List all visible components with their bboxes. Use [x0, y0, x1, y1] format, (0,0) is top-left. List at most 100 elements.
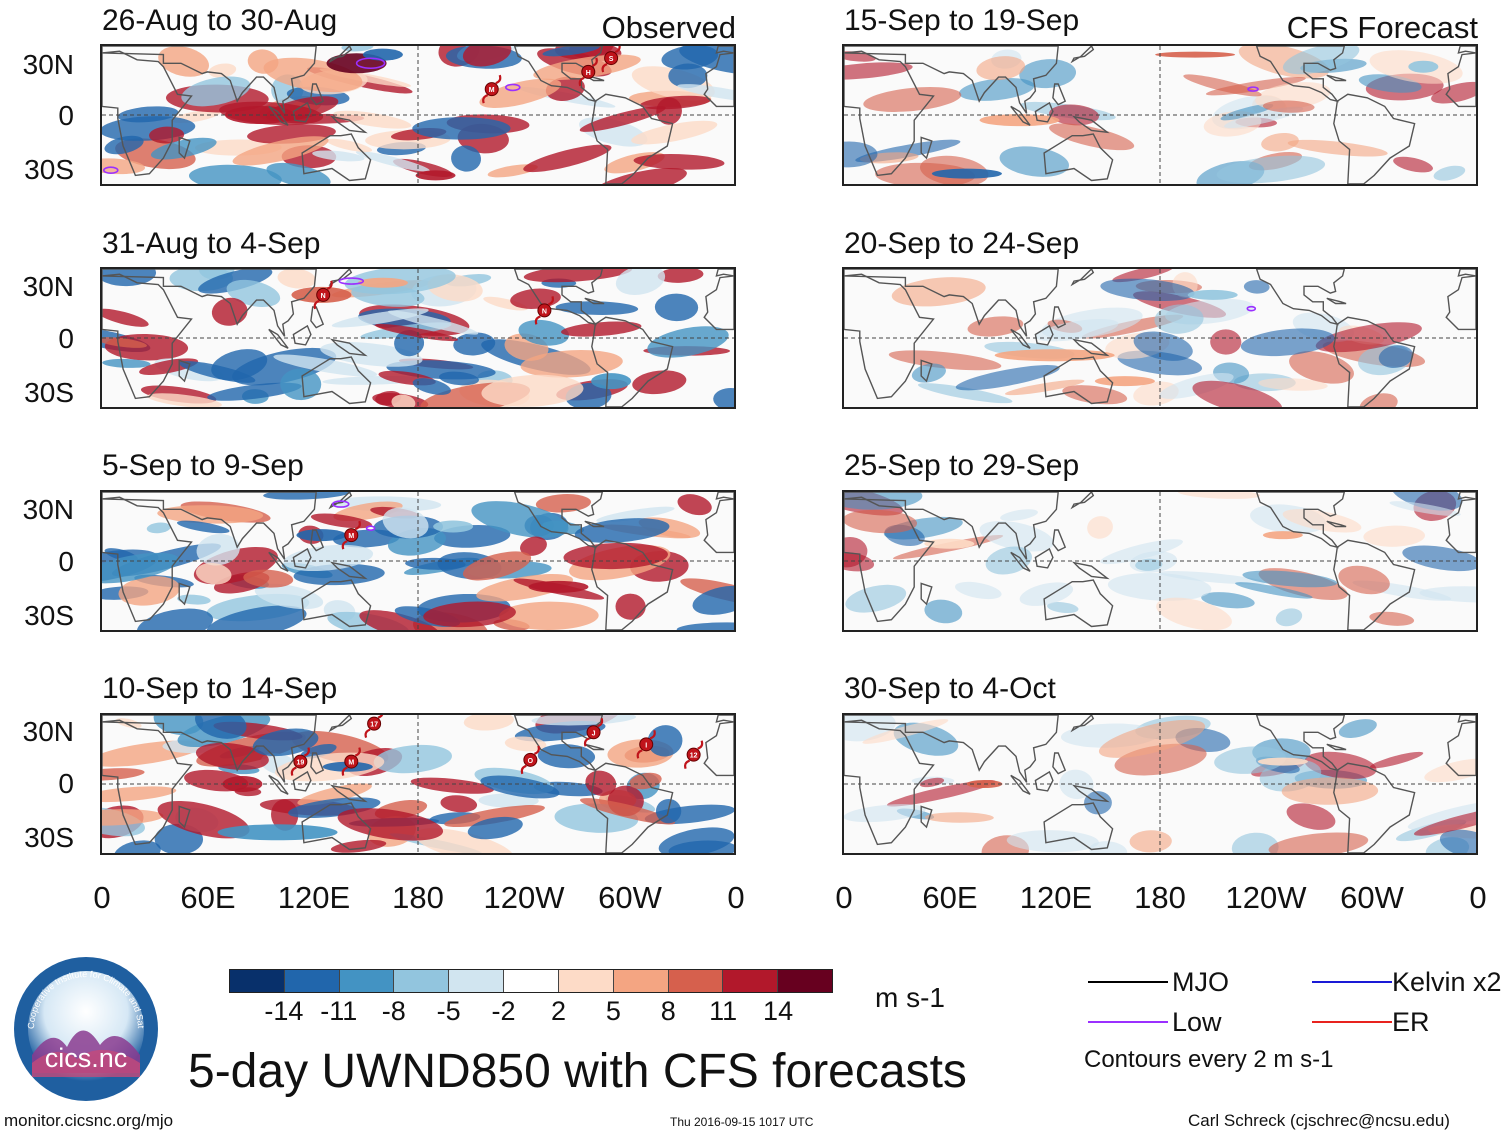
storm-marker: N [534, 296, 554, 325]
storm-marker: J [583, 717, 604, 747]
colorbar-swatch [230, 970, 285, 992]
lat-label-30s-row1: 30S [24, 154, 74, 185]
svg-text:N: N [321, 293, 326, 300]
map-panel-2 [842, 44, 1478, 186]
colorbar-swatch [723, 970, 779, 992]
svg-text:N: N [542, 308, 547, 315]
colorbar-swatch [668, 970, 724, 992]
legend-line-mjo [1088, 981, 1168, 983]
legend-label-er: ER [1392, 1007, 1430, 1037]
colorbar-tick-label: 11 [709, 996, 738, 1026]
lon-label-right-120w: 120W [1225, 880, 1307, 915]
lat-label-0-row2: 0 [58, 323, 74, 354]
panel-title-4: 20-Sep to 24-Sep [844, 227, 1080, 260]
lon-label-left-120w: 120W [483, 880, 565, 915]
lat-label-30n-row1: 30N [22, 49, 74, 80]
panel-title-3: 31-Aug to 4-Sep [102, 227, 321, 260]
colorbar-tick-label: -11 [320, 996, 358, 1026]
lon-label-left-60e: 60E [180, 880, 236, 915]
lat-label-0-row4: 0 [58, 768, 74, 799]
svg-text:J: J [592, 730, 596, 737]
panel-title-5: 5-Sep to 9-Sep [102, 449, 304, 482]
colorbar-swatch [449, 970, 505, 992]
colorbar-tick-label: 8 [660, 996, 676, 1026]
logo-text: cics.nc [45, 1043, 128, 1073]
storm-marker: M [482, 74, 502, 104]
lon-label-left-60w: 60W [598, 880, 662, 915]
lon-label-right-0-end: 0 [1469, 880, 1487, 915]
colorbar-swatch [284, 970, 340, 992]
lat-label-30n-row2: 30N [22, 271, 74, 302]
lon-label-left-180: 180 [392, 880, 444, 915]
svg-text:S: S [609, 56, 614, 63]
panel-tag-cfs-forecast: CFS Forecast [1286, 10, 1478, 45]
colorbar [229, 969, 833, 993]
storm-marker: H [578, 57, 598, 87]
storm-marker: M [341, 520, 361, 550]
colorbar-tick-label: -14 [264, 996, 304, 1026]
svg-text:O: O [528, 758, 534, 765]
svg-text:19: 19 [296, 760, 304, 767]
lat-label-30s-row3: 30S [24, 600, 74, 631]
lat-label-30n-row4: 30N [22, 716, 74, 747]
lat-label-0-row3: 0 [58, 546, 74, 577]
lat-label-0-row1: 0 [58, 100, 74, 131]
panel-title-8: 30-Sep to 4-Oct [844, 672, 1056, 705]
colorbar-tick-label: -2 [491, 996, 516, 1026]
legend-line-low [1088, 1021, 1168, 1023]
lon-label-left-120e: 120E [277, 880, 351, 915]
footer-url: monitor.cicsnc.org/mjo [4, 1111, 174, 1130]
storm-marker: 12 [684, 740, 704, 770]
map-panel-1: M H S [100, 44, 736, 186]
lon-label-right-60e: 60E [922, 880, 978, 915]
panel-title-2: 15-Sep to 19-Sep [844, 4, 1080, 37]
colorbar-tick-label: 5 [605, 996, 621, 1026]
colorbar-swatch [504, 970, 559, 992]
colorbar-swatch [558, 970, 614, 992]
storm-marker: M [341, 747, 361, 776]
colorbar-tick-label: -5 [436, 996, 461, 1026]
svg-text:H: H [586, 70, 591, 77]
map-panel-5: M [100, 490, 736, 632]
panel-tag-observed: Observed [601, 10, 736, 45]
colorbar-swatch [339, 970, 395, 992]
svg-text:M: M [348, 760, 354, 767]
svg-text:M: M [348, 533, 354, 540]
colorbar-tick-label: 14 [763, 996, 794, 1026]
lon-label-right-60w: 60W [1340, 880, 1404, 915]
colorbar-swatch [613, 970, 669, 992]
lon-label-right-120e: 120E [1019, 880, 1093, 915]
footer-timestamp: Thu 2016-09-15 1017 UTC [670, 1115, 814, 1129]
colorbar-swatch [394, 970, 450, 992]
lat-label-30s-row2: 30S [24, 377, 74, 408]
legend-label-kelvin: Kelvin x2 [1392, 967, 1502, 997]
lon-label-right-180: 180 [1134, 880, 1186, 915]
svg-text:M: M [489, 87, 495, 94]
colorbar-tick-label: -8 [381, 996, 406, 1026]
storm-marker: 17 [364, 715, 384, 738]
figure-title: 5-day UWND850 with CFS forecasts [188, 1045, 967, 1098]
storm-marker: I [636, 729, 656, 759]
storm-marker: N [313, 280, 333, 310]
colorbar-tick-label: 2 [550, 996, 566, 1026]
svg-text:17: 17 [370, 722, 378, 729]
storm-marker: O [520, 745, 540, 775]
map-panel-4 [842, 267, 1478, 409]
colorbar-swatch [778, 970, 832, 992]
map-panel-6 [842, 490, 1478, 632]
colorbar-units: m s-1 [875, 982, 945, 1013]
lon-label-left-0: 0 [93, 880, 111, 915]
storm-marker: S [601, 46, 621, 73]
storm-marker: 19 [290, 747, 310, 776]
map-panel-7: 17 J I 12 19 M O [100, 713, 736, 855]
footer-author: Carl Schreck (cjschrec@ncsu.edu) [1188, 1111, 1450, 1130]
svg-text:I: I [645, 742, 647, 749]
legend-line-kelvin [1312, 981, 1392, 983]
lon-label-left-0-end: 0 [727, 880, 745, 915]
contour-note: Contours every 2 m s-1 [1084, 1046, 1334, 1073]
lat-label-30n-row3: 30N [22, 494, 74, 525]
panel-title-7: 10-Sep to 14-Sep [102, 672, 338, 705]
panel-title-6: 25-Sep to 29-Sep [844, 449, 1080, 482]
svg-text:12: 12 [690, 753, 698, 760]
